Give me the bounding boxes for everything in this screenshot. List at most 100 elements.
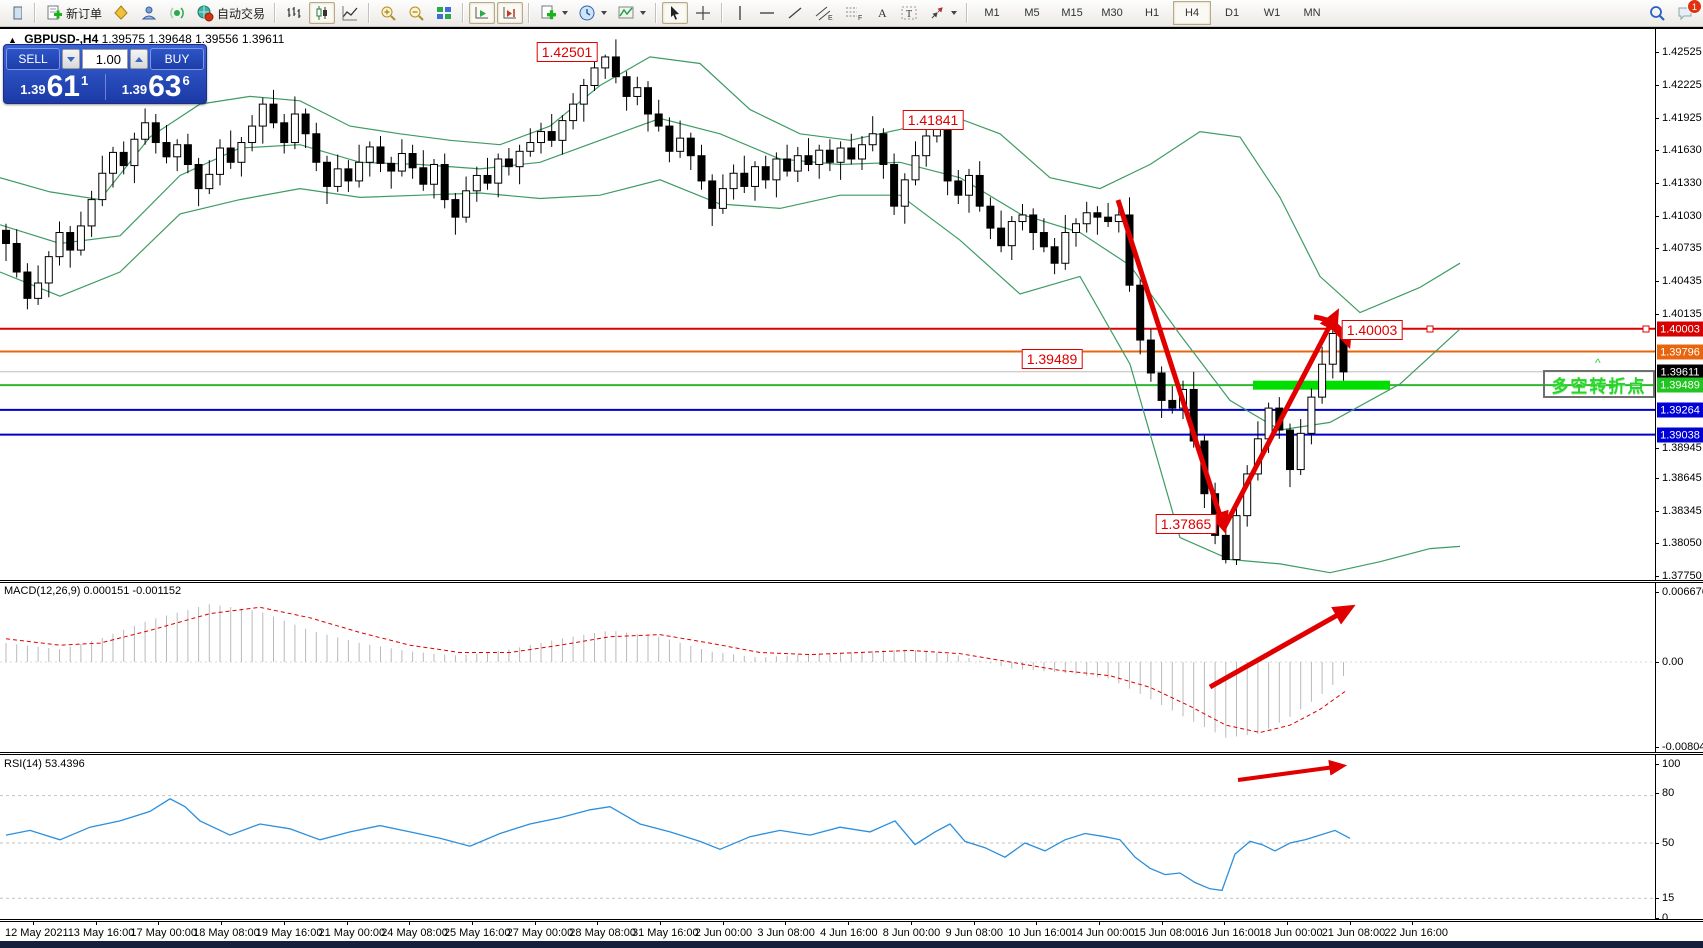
- collapse-triangle-icon[interactable]: ▲: [8, 35, 17, 45]
- horizontal-line-button[interactable]: [754, 2, 780, 24]
- sell-price[interactable]: 1.39 61 1: [4, 72, 105, 102]
- timeframe-w1[interactable]: W1: [1263, 7, 1281, 19]
- date-tick: 10 Jun 16:00: [1008, 927, 1072, 939]
- line-chart-button[interactable]: [337, 2, 363, 24]
- line-chart-icon: [341, 4, 359, 22]
- axis-tick-mark: [785, 921, 787, 925]
- buy-button[interactable]: BUY: [150, 48, 204, 70]
- auto-scroll-button[interactable]: [469, 2, 496, 24]
- svg-text:E: E: [828, 15, 833, 22]
- axis-tick-mark: [534, 921, 536, 925]
- window-chart-fragment-button[interactable]: [5, 2, 29, 24]
- timeframe-h1[interactable]: H1: [1145, 7, 1160, 19]
- price-tick: 1.37750: [1662, 570, 1702, 582]
- profiles-button[interactable]: [574, 2, 611, 24]
- volume-decrease-button[interactable]: [62, 49, 80, 69]
- text-button[interactable]: A: [870, 2, 894, 24]
- chart-styler-button[interactable]: [108, 2, 134, 24]
- date-tick: 8 Jun 00:00: [882, 927, 941, 939]
- trendline-button[interactable]: [782, 2, 808, 24]
- chat-button[interactable]: 1: [1672, 0, 1702, 24]
- price-tick: 1.42225: [1662, 79, 1702, 91]
- timeframe-h4[interactable]: H4: [1173, 1, 1212, 25]
- buy-price[interactable]: 1.39 63 6: [106, 72, 207, 102]
- search-button[interactable]: [1644, 2, 1670, 24]
- toolbar-separator: [462, 3, 465, 23]
- date-tick: 3 Jun 08:00: [757, 927, 815, 939]
- axis-tick-mark: [848, 921, 850, 925]
- price-badge: 1.39264: [1657, 402, 1703, 418]
- date-tick: 18 Jun 00:00: [1259, 927, 1323, 939]
- note-box[interactable]: 多空转折点: [1543, 370, 1655, 398]
- zoom-out-button[interactable]: [403, 2, 429, 24]
- ohlc-open: 1.39575: [101, 32, 146, 46]
- axis-tick-mark: [1655, 918, 1659, 919]
- price-tick: 1.38645: [1662, 472, 1702, 484]
- autotrade-button[interactable]: 自动交易: [192, 2, 269, 24]
- price-badge: 1.39611: [1657, 364, 1703, 380]
- profiles-clock-icon: [578, 4, 596, 22]
- axis-tick-mark: [283, 921, 285, 925]
- channel-icon: E: [814, 4, 834, 22]
- tile-windows-button[interactable]: [431, 2, 457, 24]
- price-annotation[interactable]: 1.40003: [1341, 320, 1403, 340]
- price-annotation[interactable]: 1.41841: [902, 110, 964, 130]
- cursor-button[interactable]: [662, 2, 689, 24]
- sell-button[interactable]: SELL: [6, 48, 60, 70]
- rsi-panel: [0, 759, 1655, 899]
- panel-divider: [104, 74, 106, 100]
- profile-icon: [140, 4, 158, 22]
- text-label-button[interactable]: T: [896, 2, 922, 24]
- one-click-trading-panel: SELL 1.00 BUY 1.39 61 1 1.39 63 6: [3, 44, 207, 104]
- timeframe-m1[interactable]: M1: [984, 7, 1000, 19]
- chevron-down-icon: [951, 11, 958, 15]
- sell-price-base: 1.39: [20, 82, 46, 97]
- date-tick: 13 May 16:00: [67, 927, 135, 939]
- price-annotation[interactable]: 1.37865: [1155, 514, 1217, 534]
- main-macd-separator[interactable]: [0, 580, 1703, 583]
- bar-chart-button[interactable]: [281, 2, 307, 24]
- axis-tick-mark: [1655, 216, 1659, 217]
- volume-field[interactable]: 1.00: [82, 49, 128, 69]
- timeframe-m15[interactable]: M15: [1061, 7, 1083, 19]
- timeframe-m5[interactable]: M5: [1024, 7, 1040, 19]
- price-annotation[interactable]: 1.39489: [1021, 349, 1083, 369]
- zoom-in-button[interactable]: [375, 2, 401, 24]
- ohlc-low: 1.39556: [195, 32, 239, 46]
- date-tick: 24 May 08:00: [381, 927, 448, 939]
- indicators-button[interactable]: [613, 2, 650, 24]
- crosshair-button[interactable]: [690, 2, 716, 24]
- date-tick: 16 Jun 16:00: [1196, 927, 1260, 939]
- arrows-button[interactable]: [924, 2, 961, 24]
- axis-tick-mark: [1655, 448, 1659, 449]
- timeframe-d1[interactable]: D1: [1225, 7, 1240, 19]
- profile-button[interactable]: [136, 2, 162, 24]
- autotrade-label: 自动交易: [217, 6, 266, 21]
- channel-button[interactable]: E: [810, 2, 838, 24]
- axis-tick-mark: [1161, 921, 1163, 925]
- chart-shift-button[interactable]: [497, 2, 524, 24]
- volume-increase-button[interactable]: [130, 49, 148, 69]
- toolbar-separator: [368, 3, 371, 23]
- axis-tick-mark: [33, 921, 34, 925]
- macd-rsi-separator[interactable]: [0, 752, 1703, 755]
- axis-tick-mark: [1224, 921, 1226, 925]
- timeframe-mn[interactable]: MN: [1303, 7, 1321, 19]
- new-chart-button[interactable]: [535, 2, 572, 24]
- price-tick: 1.41925: [1662, 112, 1702, 124]
- signals-button[interactable]: [164, 2, 190, 24]
- new-order-button[interactable]: 新订单: [41, 2, 106, 24]
- axis-tick-mark: [1655, 478, 1659, 479]
- bollinger-lower-band: [0, 179, 1461, 574]
- date-tick: 12 May 2021: [5, 927, 69, 939]
- candle-chart-button[interactable]: [309, 2, 336, 24]
- fibonacci-button[interactable]: F: [840, 2, 868, 24]
- styler-bucket-icon: [112, 4, 130, 22]
- vertical-line-button[interactable]: [728, 2, 752, 24]
- date-tick: 28 May 08:00: [569, 927, 636, 939]
- price-annotation[interactable]: 1.42501: [536, 42, 598, 62]
- axis-tick-mark: [346, 921, 348, 925]
- timeframe-m30[interactable]: M30: [1101, 7, 1123, 19]
- price-tick: 1.40135: [1662, 308, 1702, 320]
